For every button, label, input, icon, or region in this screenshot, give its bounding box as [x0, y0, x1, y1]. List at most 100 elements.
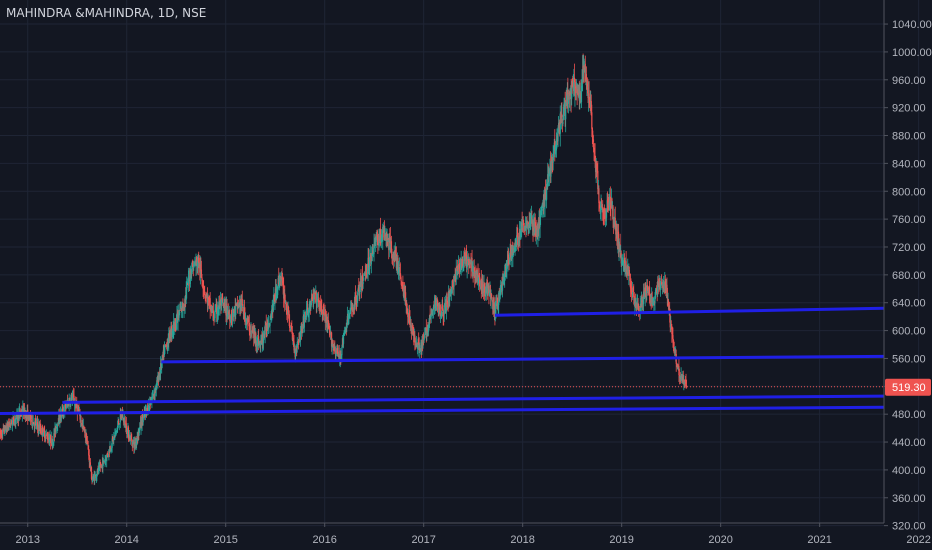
- price-tick-label: 1000.00: [892, 47, 932, 59]
- candle-body: [42, 429, 45, 435]
- candle-body: [540, 209, 542, 213]
- candle-body: [41, 426, 44, 435]
- candle-body: [275, 286, 277, 298]
- candle-body: [55, 427, 57, 432]
- candle-body: [32, 425, 34, 426]
- candle-body: [96, 475, 98, 477]
- candle-body: [583, 67, 585, 77]
- candle-body: [100, 466, 102, 468]
- candle-body: [377, 237, 379, 245]
- candle-body: [371, 252, 374, 256]
- candle-body: [351, 307, 353, 310]
- candle-body: [57, 424, 59, 426]
- candle-body: [217, 310, 219, 315]
- candle-body: [551, 157, 553, 161]
- candle-body: [622, 262, 624, 264]
- candle-body: [264, 334, 266, 336]
- candle-body: [565, 102, 567, 120]
- candle-body: [267, 322, 270, 330]
- candle-body: [50, 435, 52, 444]
- price-axis[interactable]: 320.00360.00400.00440.00480.00520.00560.…: [884, 19, 932, 533]
- candle-body: [284, 293, 286, 303]
- candle-body: [118, 421, 120, 425]
- candle-body: [362, 281, 364, 285]
- candle-body: [183, 304, 186, 306]
- candle-body: [488, 285, 490, 296]
- candle-body: [102, 460, 104, 468]
- candle-body: [607, 198, 609, 203]
- candle-body: [629, 283, 632, 289]
- candle-body: [590, 101, 592, 115]
- candle-body: [187, 283, 189, 286]
- candle-body: [669, 315, 671, 328]
- candle-body: [184, 296, 186, 305]
- candle-body: [561, 113, 563, 118]
- candle-body: [164, 345, 166, 348]
- candle-body: [567, 94, 570, 104]
- candle-body: [364, 271, 366, 275]
- candle-body: [148, 406, 150, 408]
- candle-body: [186, 285, 188, 291]
- candle-body: [103, 461, 106, 463]
- price-tick-label: 440.00: [892, 437, 926, 449]
- candle-body: [330, 332, 333, 347]
- candle-body: [344, 330, 346, 334]
- candle-body: [40, 428, 42, 432]
- candle-body: [654, 289, 657, 298]
- trendline-line-3[interactable]: [62, 394, 885, 404]
- candle-body: [209, 298, 211, 310]
- candle-body: [406, 302, 408, 308]
- candle-body: [154, 388, 156, 396]
- candle-body: [195, 257, 198, 260]
- candle-body: [158, 375, 160, 381]
- candle-body: [465, 254, 468, 269]
- candle-body: [562, 106, 565, 119]
- candle-body: [3, 426, 5, 432]
- candle-body: [243, 308, 246, 313]
- candle-body: [319, 302, 321, 309]
- candle-body: [375, 237, 377, 242]
- candle-body: [467, 259, 469, 261]
- candle-body: [44, 430, 46, 439]
- candle-body: [504, 271, 506, 281]
- candle-body: [15, 418, 17, 423]
- candle-body: [178, 310, 180, 318]
- candle-body: [192, 261, 194, 267]
- candle-body: [536, 227, 538, 231]
- candle-body: [321, 305, 323, 313]
- candle-body: [349, 312, 351, 314]
- candle-body: [428, 315, 431, 323]
- candle-body: [130, 436, 132, 440]
- candle-body: [434, 297, 437, 308]
- candle-body: [214, 309, 216, 319]
- candle-body: [174, 318, 176, 328]
- candle-body: [368, 267, 370, 272]
- candle-body: [281, 277, 283, 280]
- candle-body: [65, 404, 67, 408]
- candle-body: [512, 255, 514, 258]
- trendline-line-2[interactable]: [161, 354, 885, 364]
- candle-body: [355, 294, 357, 305]
- candle-body: [537, 228, 539, 236]
- candle-body: [195, 259, 197, 267]
- candle-body: [148, 404, 150, 412]
- candle-body: [15, 413, 17, 418]
- candle-body: [362, 274, 364, 287]
- candle-body: [453, 280, 455, 287]
- candle-body: [460, 265, 462, 271]
- candle-body: [367, 257, 370, 270]
- trendline-layer[interactable]: [0, 306, 885, 415]
- trendline-line-1[interactable]: [494, 306, 885, 317]
- candle-body: [229, 321, 231, 323]
- candle-body: [325, 316, 327, 324]
- trendline-line-4[interactable]: [0, 405, 885, 415]
- candle-body: [430, 313, 432, 317]
- time-axis[interactable]: 2013 2014 2015 2016 2017 2018 2019 2020 2021 2022: [15, 523, 931, 546]
- candle-body: [313, 295, 315, 303]
- candle-body: [116, 428, 118, 433]
- candle-body: [639, 313, 641, 315]
- candle-body: [307, 309, 309, 315]
- candle-body: [58, 413, 60, 421]
- candle-body: [393, 251, 395, 258]
